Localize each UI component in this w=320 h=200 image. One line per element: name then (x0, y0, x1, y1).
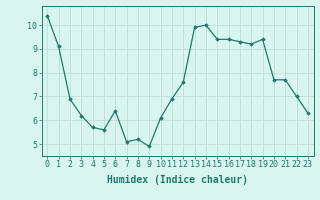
X-axis label: Humidex (Indice chaleur): Humidex (Indice chaleur) (107, 175, 248, 185)
